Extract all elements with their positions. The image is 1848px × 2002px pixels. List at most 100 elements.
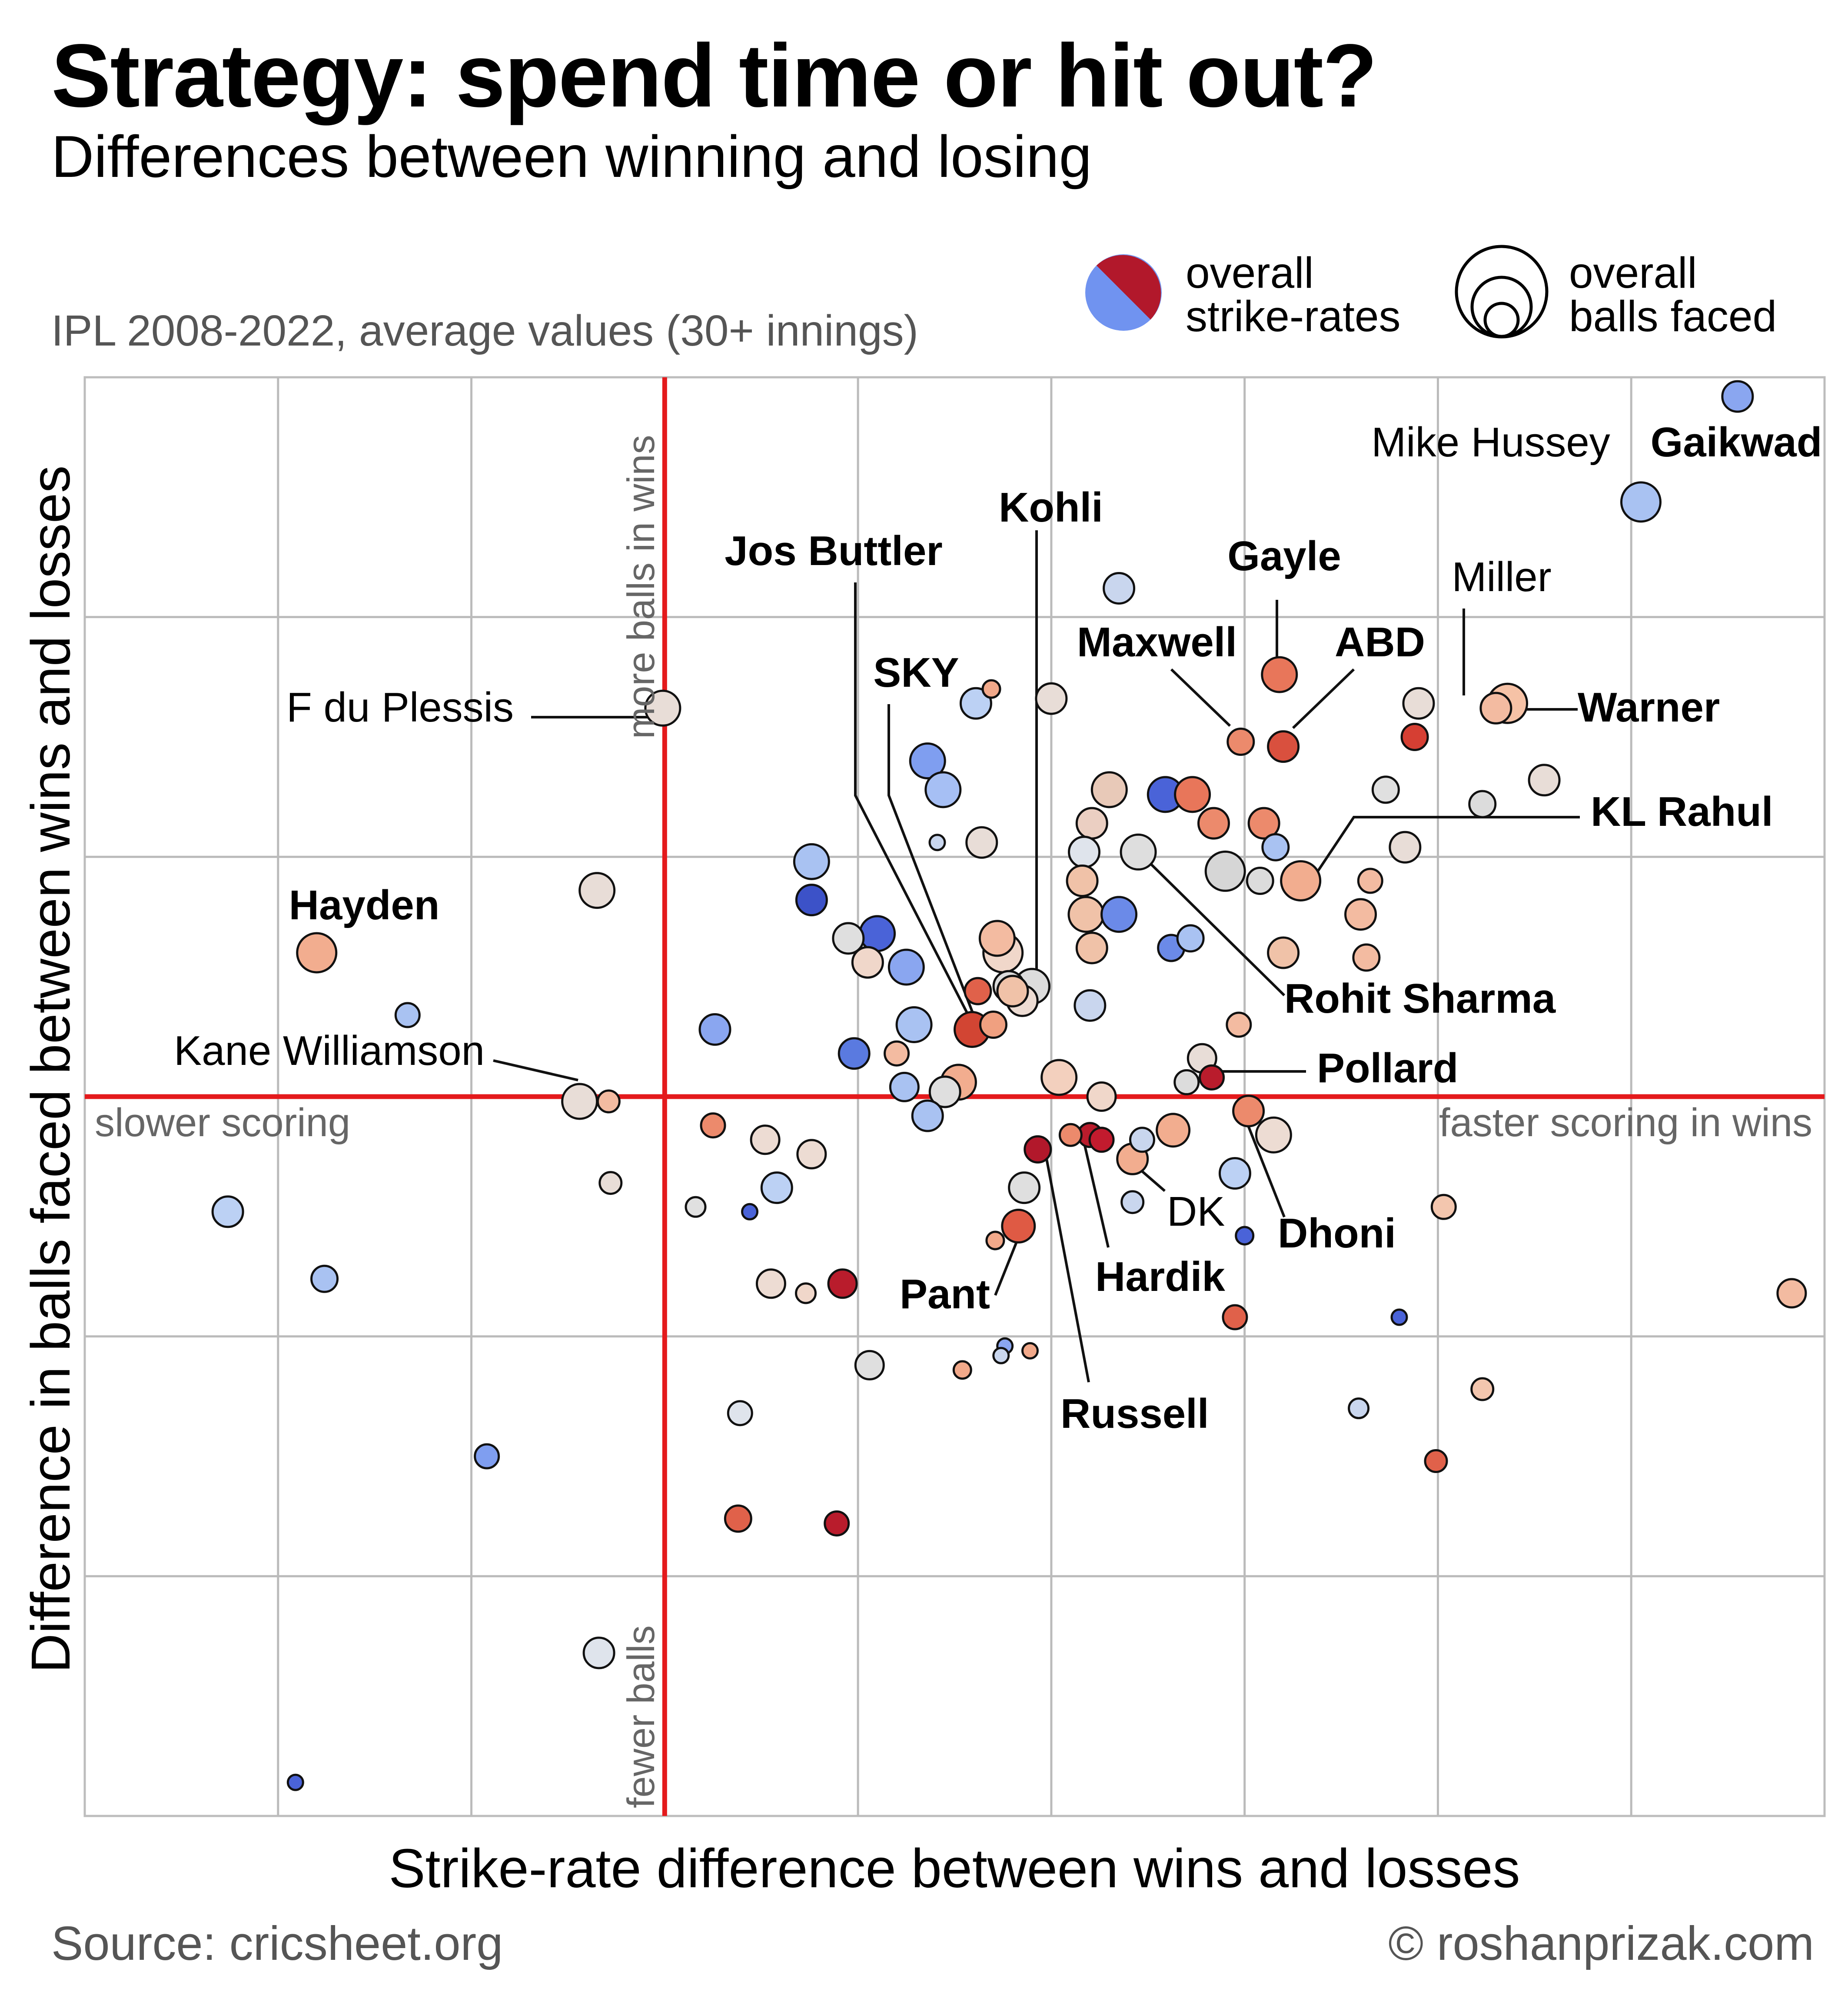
data-point [1040,1059,1078,1096]
data-point [1090,771,1128,808]
data-point [1067,896,1105,933]
data-point [1066,865,1099,897]
data-point [928,1075,961,1108]
point-miller [1479,692,1512,725]
color-legend-line1: overall [1186,249,1314,297]
point-dhoni [1255,1116,1292,1154]
point-label: Gayle [1227,533,1341,579]
data-point [1068,835,1101,868]
point-sky [959,687,992,720]
data-point [310,1264,339,1293]
data-point [1176,924,1205,953]
data-point [1344,898,1377,931]
data-point [838,1037,871,1070]
data-point [952,1360,972,1380]
point-pant [1001,1208,1036,1244]
label-leader-line [1081,1134,1110,1248]
data-point [1402,687,1435,720]
data-point [911,1099,944,1132]
point-label: Jos Buttler [725,528,942,574]
label-leader-line [1044,1151,1090,1383]
data-point [685,1196,707,1218]
data-point [700,1112,726,1139]
point-label: Pant [900,1271,990,1317]
chart-subtitle: Differences between winning and losing [51,123,1092,190]
data-point [978,920,1016,957]
data-point [992,1347,1010,1364]
point-pollard [1199,1064,1225,1091]
data-point [286,1773,304,1791]
data-point [760,1171,793,1204]
quadrant-label-bottom: fewer balls [619,1625,662,1808]
data-point [1348,1397,1370,1420]
data-point [211,1195,244,1228]
data-point [1156,1113,1191,1148]
label-leader-line [493,1059,578,1081]
size-legend-label: overall balls faced [1569,251,1777,338]
data-point [1086,1081,1117,1112]
data-point [884,1040,910,1067]
data-point [996,974,1029,1008]
point-gaikwad [1721,380,1754,413]
data-point [1197,807,1230,840]
size-legend-line2: balls faced [1569,292,1777,341]
data-point [698,1013,731,1046]
point-label: F du Plessis [286,684,514,731]
data-point [1470,1377,1495,1401]
data-point [1390,1308,1408,1326]
data-point [895,1006,933,1043]
data-point [1058,1123,1083,1147]
data-point [582,1636,615,1669]
data-point [724,1504,752,1533]
data-point [889,1071,920,1102]
label-leader-line [887,704,974,1014]
data-point [1352,943,1381,972]
data-point [985,1230,1005,1250]
point-label: Kane Williamson [174,1028,485,1074]
data-point [1424,1449,1448,1473]
data-point [824,1510,850,1536]
data-point [1074,989,1107,1022]
balls-faced-legend-icon [1455,245,1549,339]
data-point [909,742,946,780]
data-point [1430,1194,1457,1220]
data-point [1226,1011,1252,1038]
data-point [793,843,830,880]
point-kl-rahul [1280,860,1322,901]
data-point [1075,807,1108,840]
quadrant-label-left: slower scoring [95,1101,350,1145]
label-leader-line [1309,816,1580,883]
point-label: Warner [1578,684,1720,731]
data-point [1100,896,1138,933]
data-point [1103,572,1136,605]
data-point [832,922,865,955]
point-label: Pollard [1317,1045,1458,1091]
data-point [1528,764,1561,797]
data-point [851,946,884,979]
data-point [1174,776,1211,813]
point-label: Maxwell [1077,619,1237,665]
label-leader-line [994,1240,1018,1296]
data-point [596,1089,621,1114]
data-point [1008,1171,1041,1204]
strike-rate-legend-icon [1085,254,1162,331]
data-point [1218,1157,1251,1190]
point-rohit-sharma [1120,833,1157,871]
data-point [1222,1304,1248,1330]
data-point [1129,1127,1155,1153]
label-leader-line [1170,668,1231,727]
data-point [750,1124,781,1155]
point-abd [1267,730,1300,763]
point-label: Kohli [999,484,1103,531]
data-point [795,884,828,917]
data-point [827,1268,858,1299]
data-point [1088,1127,1115,1153]
data-point [1021,1342,1039,1360]
data-point [1267,936,1300,969]
data-point [1246,867,1274,895]
chart-title: Strategy: spend time or hit out? [51,26,1377,126]
data-point [979,1011,1007,1039]
point-russell [1024,1135,1052,1164]
quadrant-label-top: more balls in wins [619,435,662,739]
